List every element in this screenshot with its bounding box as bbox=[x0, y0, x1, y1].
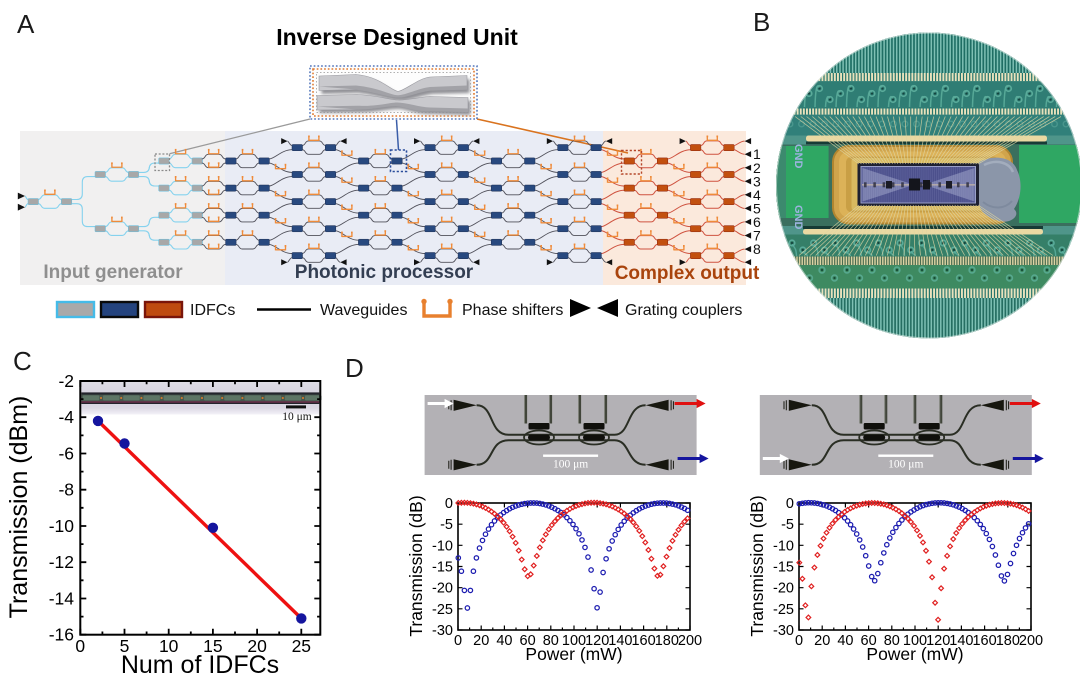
svg-text:Transmission (dBm): Transmission (dBm) bbox=[5, 396, 33, 619]
svg-text:120: 120 bbox=[926, 633, 950, 649]
svg-text:Inverse Designed Unit: Inverse Designed Unit bbox=[276, 24, 518, 50]
svg-text:Input generator: Input generator bbox=[43, 262, 183, 283]
svg-text:-10: -10 bbox=[432, 538, 453, 554]
svg-text:100 μm: 100 μm bbox=[888, 459, 923, 471]
svg-text:5: 5 bbox=[753, 200, 761, 216]
svg-text:40: 40 bbox=[837, 633, 853, 649]
svg-text:A: A bbox=[17, 9, 35, 39]
svg-text:-4: -4 bbox=[58, 407, 74, 427]
svg-text:1: 1 bbox=[753, 146, 761, 162]
svg-text:-10: -10 bbox=[49, 516, 75, 536]
svg-text:-20: -20 bbox=[432, 581, 453, 597]
svg-text:120: 120 bbox=[585, 633, 609, 649]
svg-text:80: 80 bbox=[543, 633, 559, 649]
svg-text:100: 100 bbox=[903, 633, 927, 649]
svg-text:180: 180 bbox=[996, 633, 1020, 649]
svg-text:100: 100 bbox=[562, 633, 586, 649]
svg-text:D: D bbox=[345, 353, 364, 383]
svg-text:-25: -25 bbox=[432, 602, 453, 618]
svg-text:-5: -5 bbox=[440, 517, 453, 533]
svg-text:7: 7 bbox=[753, 228, 761, 244]
svg-text:200: 200 bbox=[678, 633, 702, 649]
svg-text:40: 40 bbox=[496, 633, 512, 649]
svg-text:Grating couplers: Grating couplers bbox=[625, 302, 742, 319]
svg-text:3: 3 bbox=[753, 173, 761, 189]
svg-text:Power (mW): Power (mW) bbox=[866, 644, 963, 664]
svg-text:-8: -8 bbox=[58, 480, 74, 500]
svg-text:10 μm: 10 μm bbox=[282, 411, 312, 423]
svg-text:Num of IDFCs: Num of IDFCs bbox=[121, 651, 279, 679]
svg-text:Transmission (dB): Transmission (dB) bbox=[747, 495, 767, 636]
svg-text:-30: -30 bbox=[773, 623, 794, 639]
svg-text:-15: -15 bbox=[432, 560, 453, 576]
svg-text:0: 0 bbox=[795, 633, 803, 649]
svg-text:0: 0 bbox=[786, 496, 794, 512]
svg-text:-14: -14 bbox=[49, 589, 75, 609]
svg-text:B: B bbox=[753, 7, 770, 37]
svg-text:20: 20 bbox=[247, 636, 267, 656]
svg-text:C: C bbox=[13, 346, 32, 376]
svg-text:-12: -12 bbox=[49, 552, 74, 572]
svg-text:-6: -6 bbox=[58, 444, 74, 464]
svg-text:Waveguides: Waveguides bbox=[320, 302, 407, 319]
svg-text:Phase shifters: Phase shifters bbox=[462, 302, 563, 319]
svg-text:60: 60 bbox=[861, 633, 877, 649]
svg-text:Complex output: Complex output bbox=[615, 263, 760, 284]
svg-text:4: 4 bbox=[753, 187, 761, 203]
svg-text:25: 25 bbox=[292, 636, 311, 656]
svg-text:200: 200 bbox=[1019, 633, 1043, 649]
svg-text:0: 0 bbox=[75, 636, 85, 656]
svg-text:GND: GND bbox=[792, 205, 804, 230]
svg-text:140: 140 bbox=[608, 633, 632, 649]
svg-text:-20: -20 bbox=[773, 581, 794, 597]
svg-text:8: 8 bbox=[753, 241, 761, 257]
svg-text:-25: -25 bbox=[773, 602, 794, 618]
svg-text:180: 180 bbox=[655, 633, 679, 649]
svg-text:2: 2 bbox=[753, 160, 761, 176]
svg-text:140: 140 bbox=[949, 633, 973, 649]
svg-text:160: 160 bbox=[972, 633, 996, 649]
svg-text:20: 20 bbox=[473, 633, 489, 649]
svg-text:6: 6 bbox=[753, 214, 761, 230]
svg-text:-5: -5 bbox=[781, 517, 794, 533]
svg-text:15: 15 bbox=[203, 636, 222, 656]
svg-text:0: 0 bbox=[454, 633, 462, 649]
svg-text:5: 5 bbox=[120, 636, 130, 656]
svg-text:160: 160 bbox=[631, 633, 655, 649]
svg-text:-15: -15 bbox=[773, 560, 794, 576]
svg-text:-2: -2 bbox=[58, 371, 74, 391]
svg-text:-16: -16 bbox=[49, 625, 74, 645]
svg-text:100 μm: 100 μm bbox=[553, 459, 588, 471]
svg-text:Photonic processor: Photonic processor bbox=[295, 262, 474, 283]
svg-text:0: 0 bbox=[445, 496, 453, 512]
svg-text:Power (mW): Power (mW) bbox=[525, 644, 622, 664]
svg-text:20: 20 bbox=[814, 633, 830, 649]
svg-text:Transmission (dB): Transmission (dB) bbox=[406, 495, 426, 636]
svg-text:-10: -10 bbox=[773, 538, 794, 554]
svg-text:-30: -30 bbox=[432, 623, 453, 639]
svg-text:IDFCs: IDFCs bbox=[190, 302, 235, 319]
svg-text:80: 80 bbox=[884, 633, 900, 649]
svg-text:GND: GND bbox=[792, 144, 804, 169]
svg-text:10: 10 bbox=[159, 636, 179, 656]
svg-text:60: 60 bbox=[520, 633, 536, 649]
